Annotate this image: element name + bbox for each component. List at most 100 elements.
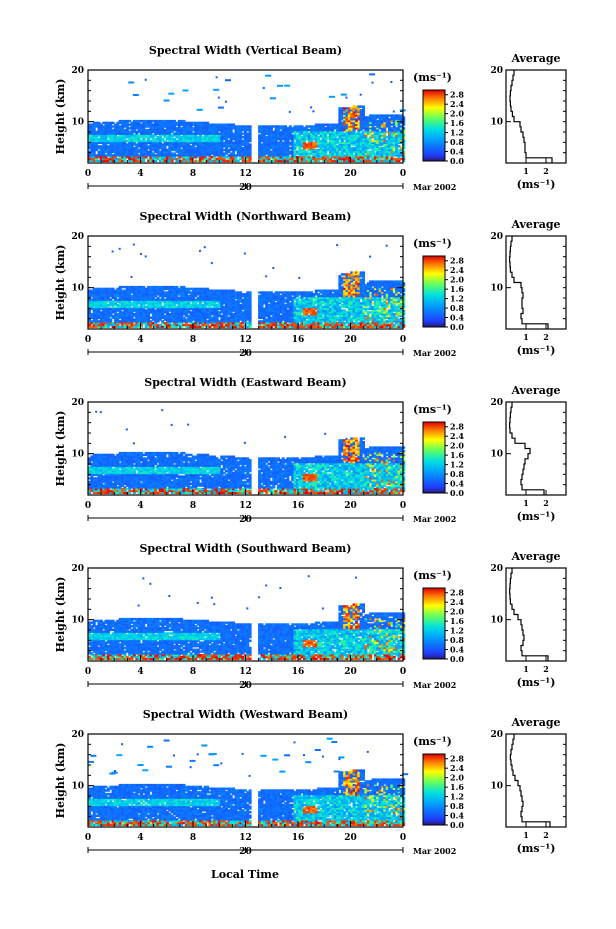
heatmap-cell xyxy=(215,154,219,157)
profile-y-tick-label: 10 xyxy=(490,118,503,128)
heatmap-cell xyxy=(161,130,165,134)
heatmap-cell xyxy=(232,150,236,153)
heatmap-cell xyxy=(99,154,103,157)
heatmap-cell xyxy=(161,127,165,130)
heatmap-cell xyxy=(191,137,195,141)
heatmap-cell xyxy=(236,125,240,128)
heatmap-cell xyxy=(371,81,374,84)
heatmap-cell xyxy=(362,105,365,108)
heatmap-cell xyxy=(206,125,210,128)
heatmap-cell xyxy=(284,156,288,159)
heatmap-cell xyxy=(239,125,243,128)
heatmap-cell xyxy=(166,121,169,125)
heatmap-cell xyxy=(234,157,238,161)
heatmap-cell xyxy=(213,132,217,135)
heatmap-cell xyxy=(182,127,186,130)
heatmap-cell xyxy=(267,139,271,143)
heatmap-cell xyxy=(284,137,288,141)
heatmap-cell xyxy=(135,130,139,134)
heatmap-cell xyxy=(201,148,205,152)
heatmap-cell xyxy=(140,125,143,128)
heatmap-cell xyxy=(177,148,181,152)
heatmap-cell xyxy=(156,150,160,153)
heatmap-cell xyxy=(213,152,217,155)
heatmap-cell xyxy=(158,137,162,141)
heatmap-cell xyxy=(106,150,110,153)
heatmap-cell xyxy=(213,125,217,128)
heatmap-cell xyxy=(210,150,214,153)
heatmap-cell xyxy=(201,152,205,155)
heatmap-cell xyxy=(234,128,238,132)
heatmap-cell xyxy=(281,136,285,139)
heatmap-cell xyxy=(269,128,273,132)
heatmap-cell xyxy=(168,132,172,135)
heatmap-cell xyxy=(262,125,266,128)
heatmap-cell xyxy=(163,141,167,144)
heatmap-cell xyxy=(274,156,278,159)
heatmap-cell xyxy=(215,134,219,137)
heatmap-cell xyxy=(142,128,146,132)
heatmap-cell xyxy=(222,141,226,144)
heatmap-cell xyxy=(92,127,96,130)
heatmap-cell xyxy=(201,137,205,141)
heatmap-cell xyxy=(196,148,200,152)
heatmap-cell xyxy=(265,147,269,150)
heatmap-cell xyxy=(90,137,94,141)
heatmap-cells xyxy=(88,73,406,162)
heatmap-cell xyxy=(232,143,236,146)
heatmap-cell xyxy=(281,148,285,152)
heatmap-cell xyxy=(196,141,200,144)
heatmap-cell xyxy=(140,147,143,150)
heatmap-cell xyxy=(241,154,245,157)
heatmap-cell xyxy=(111,154,115,157)
heatmap-cell xyxy=(128,143,132,146)
heatmap-cell xyxy=(267,127,271,130)
heatmap-cell xyxy=(88,139,91,143)
heatmap-cell xyxy=(109,139,113,143)
heatmap-cell xyxy=(260,136,264,139)
heatmap-cell xyxy=(239,130,243,134)
heatmap-cell xyxy=(128,136,132,139)
heatmap-cell xyxy=(137,125,141,128)
heatmap-cell xyxy=(208,136,212,139)
heatmap-cell xyxy=(116,137,120,141)
heatmap-cell xyxy=(142,121,146,125)
heatmap-cell xyxy=(210,143,214,146)
heatmap-cell xyxy=(239,134,243,137)
heatmap-cell xyxy=(135,134,139,137)
heatmap-cell xyxy=(184,145,188,148)
heatmap-cell xyxy=(210,262,213,265)
heatmap-cell xyxy=(274,130,278,134)
heatmap-cell xyxy=(225,145,228,148)
heatmap-cell xyxy=(196,154,200,157)
heatmap-cell xyxy=(114,132,117,135)
heatmap-cell xyxy=(166,150,169,153)
heatmap-cell xyxy=(199,134,202,137)
heatmap-cell xyxy=(144,156,148,159)
heatmap-cell xyxy=(151,141,155,144)
heatmap-cell xyxy=(130,159,134,162)
heatmap-cell xyxy=(258,128,262,132)
heatmap-cell xyxy=(258,152,262,155)
heatmap-cell xyxy=(248,154,252,157)
heatmap-cell xyxy=(277,150,280,153)
heatmap-cell xyxy=(196,127,200,130)
heatmap-cell xyxy=(177,147,181,150)
heatmap-cell xyxy=(184,156,188,159)
heatmap-cell xyxy=(158,139,162,143)
heatmap-cell xyxy=(217,143,221,146)
heatmap-cell xyxy=(279,137,283,141)
heatmap-cell xyxy=(135,127,139,130)
heatmap-cell xyxy=(345,96,348,99)
heatmap-cell xyxy=(111,250,114,253)
heatmap-cell xyxy=(260,159,264,162)
heatmap-cell xyxy=(132,152,136,155)
heatmap-cell xyxy=(206,123,210,126)
heatmap-cell xyxy=(116,130,120,134)
heatmap-cell xyxy=(168,141,172,144)
heatmap-cell xyxy=(241,157,245,161)
heatmap-cell xyxy=(243,252,246,255)
heatmap-cell xyxy=(234,143,238,146)
heatmap-cell xyxy=(239,143,243,146)
heatmap-cell xyxy=(95,145,99,148)
